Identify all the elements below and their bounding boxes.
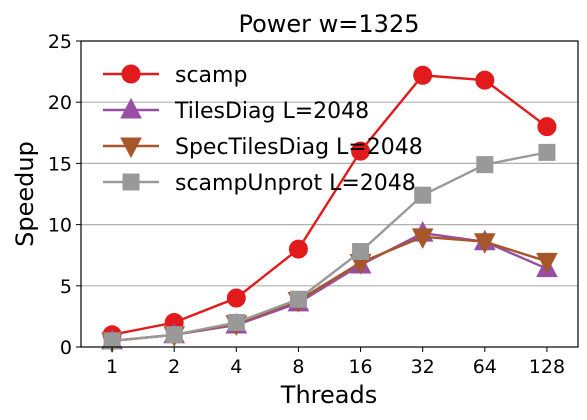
legend-marker <box>122 173 140 191</box>
x-tick-label: 32 <box>411 356 435 378</box>
y-axis-label: Speedup <box>11 141 39 247</box>
x-tick-label: 8 <box>292 356 304 378</box>
y-tick-label: 0 <box>60 337 72 359</box>
y-tick-label: 20 <box>48 92 72 114</box>
x-tick-label: 128 <box>529 356 565 378</box>
data-point <box>536 252 558 274</box>
axis-ticks: 0 5 10 15 20 25 1 2 4 8 16 32 64 128 <box>48 31 565 378</box>
data-point <box>411 228 434 249</box>
legend-entry: scampUnprot L=2048 <box>103 171 416 196</box>
legend-label: TilesDiag L=2048 <box>174 99 369 124</box>
legend-entry: TilesDiag L=2048 <box>103 97 369 124</box>
data-point <box>352 243 370 261</box>
data-point <box>289 290 307 308</box>
legend-label: scampUnprot L=2048 <box>175 171 416 196</box>
data-point <box>351 141 371 161</box>
data-point <box>476 156 494 174</box>
data-point <box>413 65 433 85</box>
x-tick-label: 16 <box>348 356 372 378</box>
legend-entry: SpecTilesDiag L=2048 <box>103 135 423 160</box>
x-tick-label: 1 <box>106 356 118 378</box>
series-4 <box>103 143 556 350</box>
legend: scamp TilesDiag L=2048 SpecTilesDiag L=204… <box>103 63 423 196</box>
x-axis-label: Threads <box>280 381 377 409</box>
legend-label: SpecTilesDiag L=2048 <box>175 135 423 160</box>
data-point <box>288 239 308 259</box>
plot-frame <box>80 40 579 348</box>
data-point <box>475 70 495 90</box>
series-line <box>111 74 548 336</box>
legend-marker <box>120 97 142 119</box>
chart-title: Power w=1325 <box>238 10 419 38</box>
x-tick-label: 2 <box>168 356 180 378</box>
data-point <box>227 314 245 332</box>
y-tick-label: 10 <box>48 215 72 237</box>
legend-entry: scamp <box>103 63 247 88</box>
data-point <box>537 117 557 137</box>
data-point <box>414 186 432 204</box>
data-point <box>538 143 556 161</box>
data-point <box>226 288 246 308</box>
legend-label: scamp <box>175 63 247 88</box>
y-tick-label: 5 <box>60 276 72 298</box>
series-layer <box>101 65 558 353</box>
x-tick-label: 4 <box>230 356 242 378</box>
x-tick-label: 64 <box>473 356 497 378</box>
data-point <box>165 326 183 344</box>
series-line <box>111 151 548 343</box>
y-tick-label: 25 <box>48 31 72 53</box>
y-gridlines <box>81 101 578 287</box>
data-point <box>473 233 496 254</box>
legend-marker <box>120 137 142 159</box>
legend-marker <box>121 64 141 84</box>
y-tick-label: 15 <box>48 153 72 175</box>
